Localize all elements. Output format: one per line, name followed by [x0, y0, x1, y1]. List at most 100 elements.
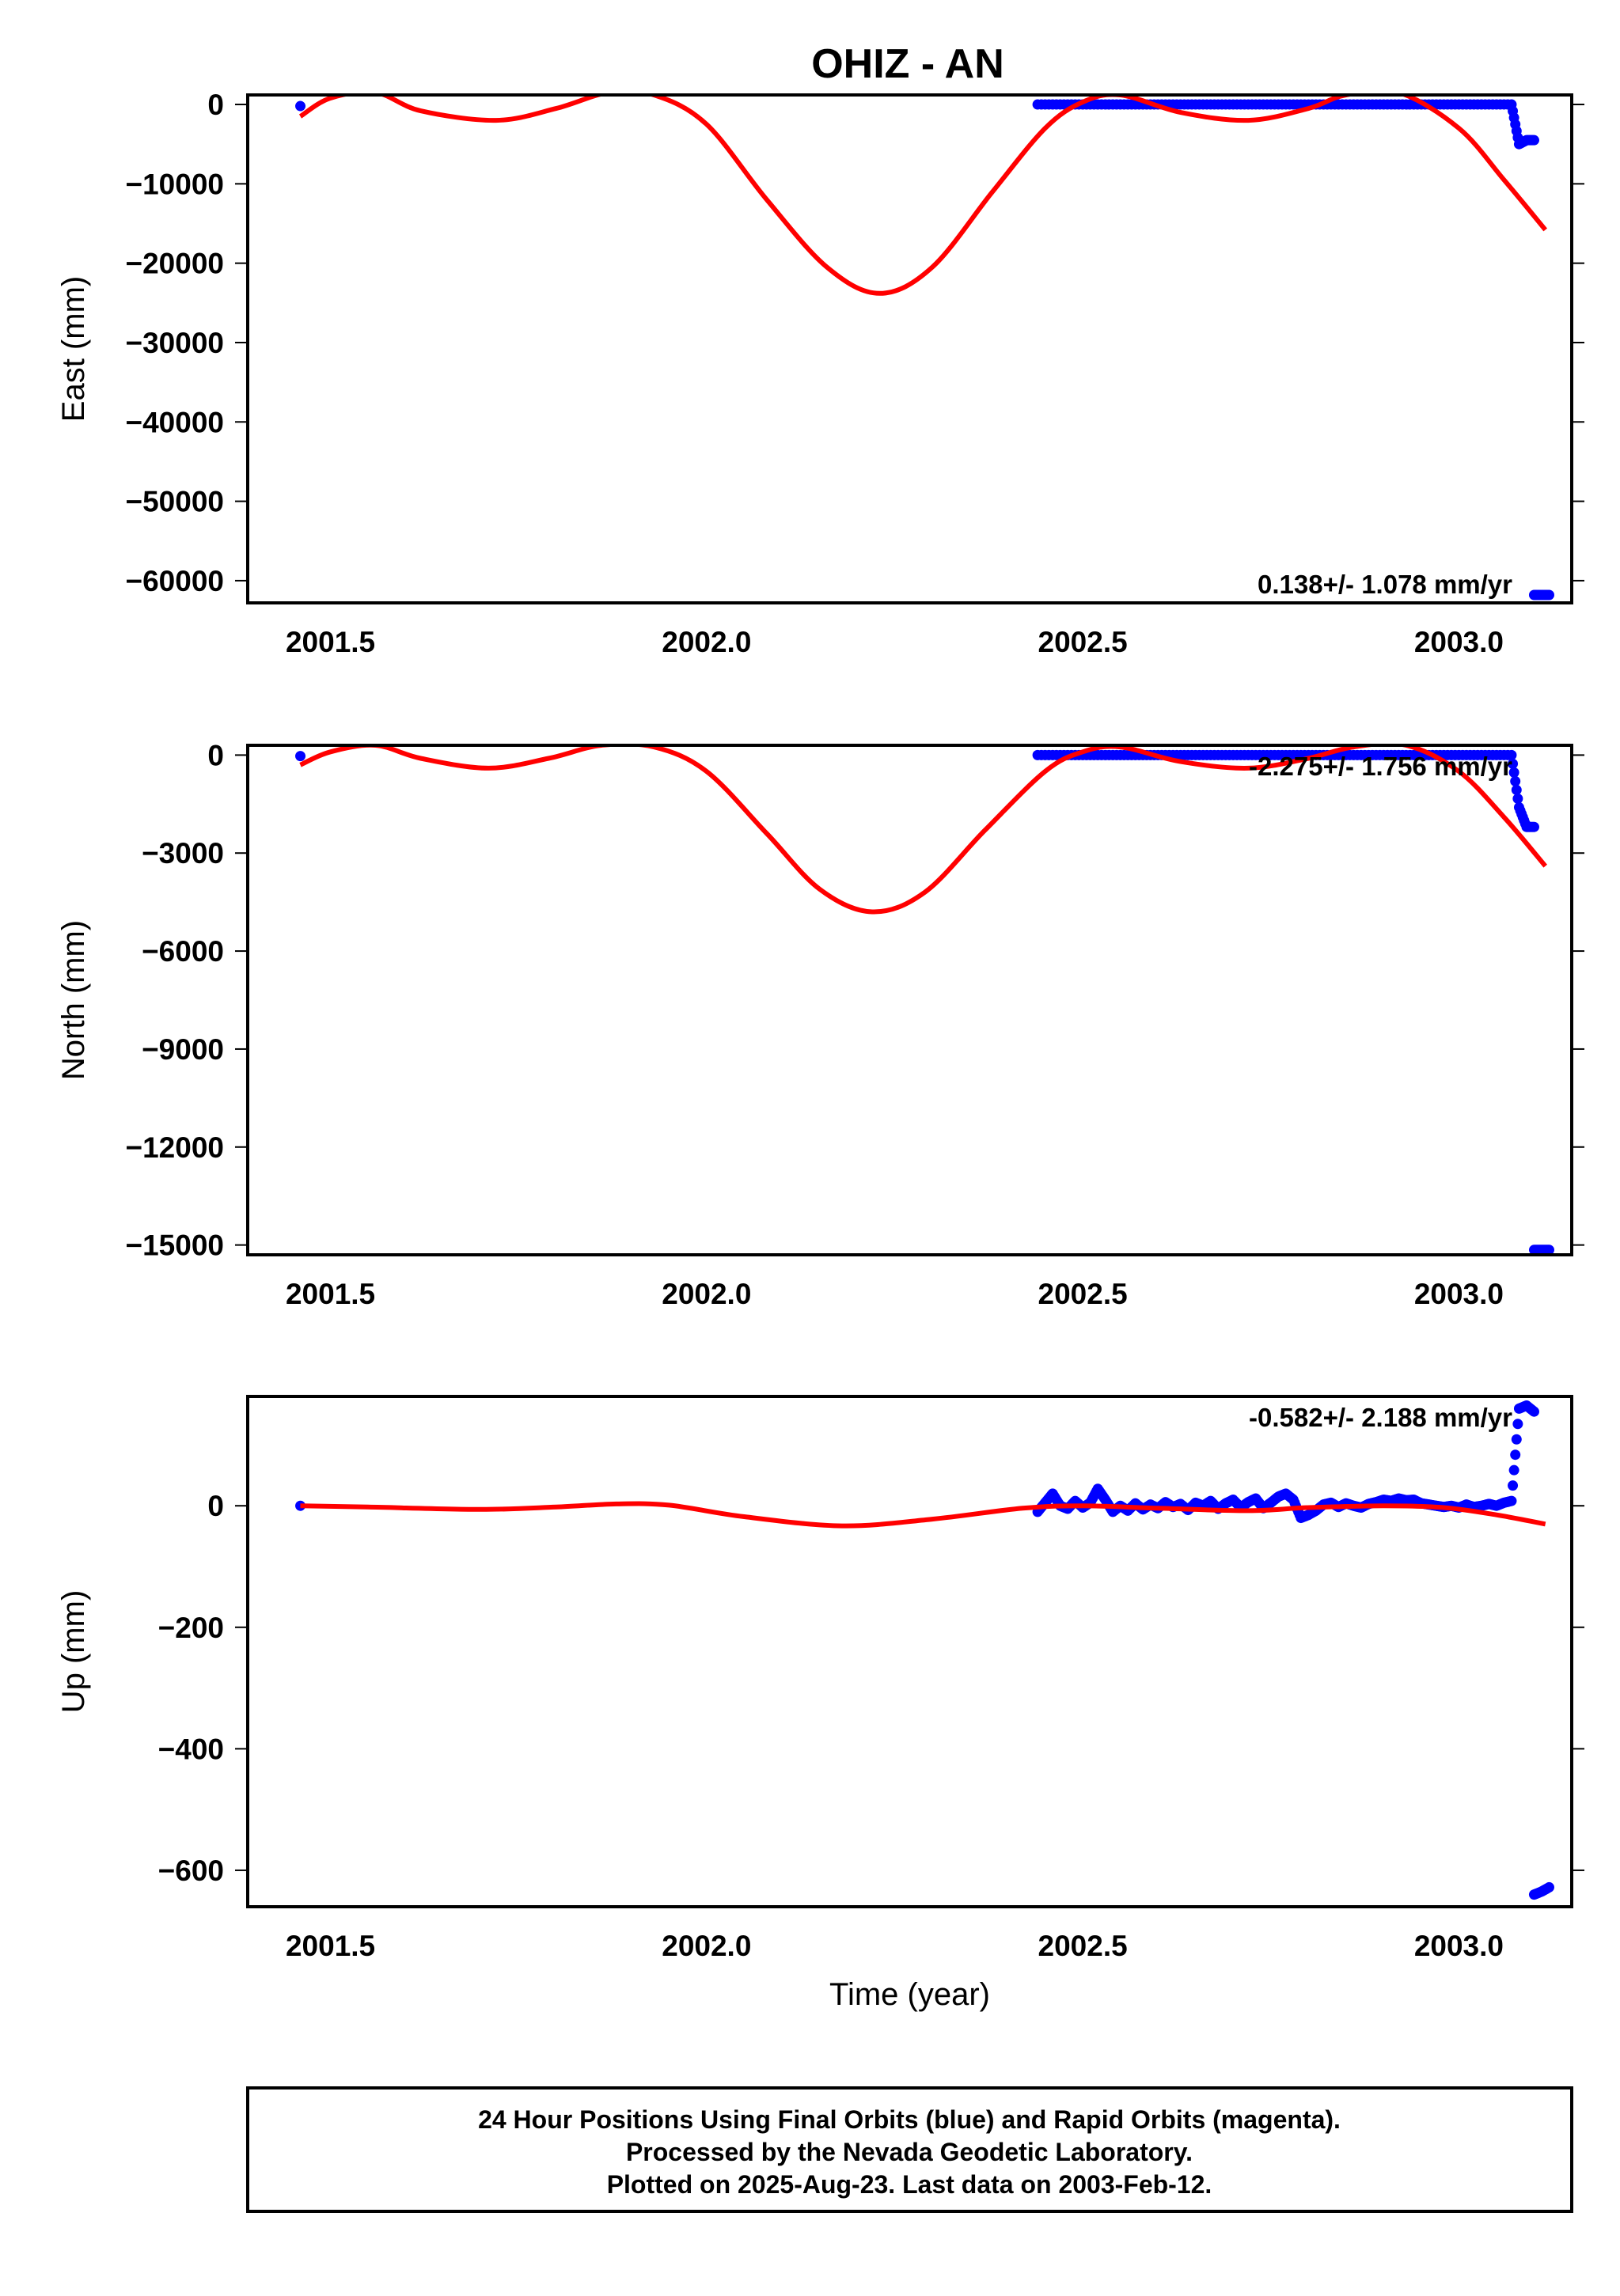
footer-line-1: 24 Hour Positions Using Final Orbits (bl… [478, 2105, 1341, 2134]
data-point [1345, 749, 1356, 760]
data-point [1208, 99, 1220, 110]
data-point [1527, 821, 1538, 832]
y-tick-label: −30000 [126, 327, 225, 359]
data-point [1527, 135, 1538, 146]
footer-box: 24 Hour Positions Using Final Orbits (bl… [246, 2086, 1573, 2213]
x-tick-label: 2002.5 [1038, 626, 1128, 658]
data-point [1502, 749, 1513, 760]
data-point [1051, 99, 1062, 110]
velocity-annotation: -0.582+/- 2.188 mm/yr [1249, 1403, 1512, 1432]
data-point [1510, 1449, 1521, 1461]
data-point [1510, 775, 1521, 786]
data-point [1231, 99, 1243, 110]
data-point [1254, 99, 1265, 110]
data-point [1208, 749, 1220, 760]
x-tick-label: 2003.0 [1414, 1278, 1504, 1310]
data-point [1118, 99, 1129, 110]
y-tick-label: −200 [158, 1612, 224, 1644]
footer-line-3: Plotted on 2025-Aug-23. Last data on 200… [607, 2170, 1212, 2199]
data-point [1412, 749, 1423, 760]
y-tick-label: −400 [158, 1733, 224, 1765]
data-point [1186, 749, 1197, 760]
data-point [1096, 749, 1107, 760]
x-tick-label: 2001.5 [286, 1278, 375, 1310]
y-tick-label: −40000 [126, 406, 225, 438]
plot-frame [246, 744, 1573, 1256]
velocity-annotation: 0.138+/- 1.078 mm/yr [1258, 570, 1512, 599]
x-tick-label: 2003.0 [1414, 1930, 1504, 1962]
data-point [1457, 99, 1468, 110]
data-point [1186, 99, 1197, 110]
data-point [1508, 767, 1519, 778]
data-point [1508, 1464, 1519, 1476]
model-fit-curve [298, 95, 1548, 296]
data-point [1508, 758, 1519, 769]
chart-title: OHIZ - AN [811, 41, 1004, 87]
data-point [1542, 1882, 1554, 1893]
plot-area [295, 745, 1554, 1255]
y-axis-label: Up (mm) [56, 1590, 91, 1714]
data-point [1480, 99, 1491, 110]
y-axis-label: East (mm) [56, 276, 91, 422]
y-tick-label: −600 [158, 1855, 224, 1887]
up-panel: 2001.5 2002.0 2002.5 2003.0 0 −200 −400 −600 Up … [56, 1395, 1584, 2012]
data-point [1367, 749, 1378, 760]
data-point [295, 100, 306, 112]
x-tick-label: 2002.0 [662, 1278, 751, 1310]
x-tick-label: 2002.0 [662, 1930, 751, 1962]
x-tick-label: 2003.0 [1414, 626, 1504, 658]
plot-frame [246, 1395, 1573, 1908]
y-tick-label: −15000 [126, 1229, 225, 1262]
y-tick-label: −6000 [142, 935, 224, 968]
plot-area [295, 1400, 1554, 1900]
y-tick-label: 0 [207, 739, 224, 771]
data-point [1435, 99, 1446, 110]
y-tick-label: −9000 [142, 1033, 224, 1066]
data-point [1457, 749, 1468, 760]
north-panel: 2001.5 2002.0 2002.5 2003.0 0 −3000 −6000 −9000… [56, 739, 1584, 1310]
data-point [1512, 793, 1523, 804]
data-point [1504, 1495, 1516, 1506]
data-point [1480, 749, 1491, 760]
y-tick-label: −20000 [126, 248, 225, 280]
footer-line-2: Processed by the Nevada Geodetic Laborat… [626, 2138, 1193, 2166]
data-point [1390, 99, 1401, 110]
data-point [1512, 1419, 1523, 1430]
data-point [1096, 99, 1107, 110]
y-tick-label: 0 [207, 89, 224, 121]
y-tick-label: −50000 [126, 486, 225, 518]
data-point [1051, 749, 1062, 760]
plot-area [295, 95, 1554, 601]
model-fit-curve [300, 1501, 1546, 1529]
data-point [1277, 749, 1288, 760]
data-point [1231, 749, 1243, 760]
x-axis-label: Time (year) [829, 1977, 990, 2012]
y-tick-label: −12000 [126, 1131, 225, 1164]
y-tick-label: −60000 [126, 565, 225, 597]
x-tick-label: 2002.5 [1038, 1278, 1128, 1310]
y-tick-label: −10000 [126, 168, 225, 200]
data-point [1511, 784, 1522, 795]
velocity-annotation: -2.275+/- 1.756 mm/yr [1249, 752, 1512, 781]
data-point [295, 751, 306, 762]
x-tick-label: 2002.0 [662, 626, 751, 658]
data-point [1542, 1245, 1554, 1255]
data-point [1511, 1434, 1522, 1445]
data-point [1542, 589, 1554, 601]
data-point [1254, 749, 1265, 760]
x-tick-label: 2002.5 [1038, 1930, 1128, 1962]
y-axis-label: North (mm) [56, 920, 91, 1080]
east-panel: 2001.5 2002.0 2002.5 2003.0 0 −10000 −20000 −30… [56, 89, 1584, 658]
data-point [1367, 99, 1378, 110]
x-tick-label: 2001.5 [286, 626, 375, 658]
y-tick-label: −3000 [142, 837, 224, 870]
data-point [1277, 99, 1288, 110]
footer-frame [246, 2086, 1573, 2213]
data-point [1118, 749, 1129, 760]
data-point [1527, 1405, 1538, 1416]
data-point [1508, 1480, 1519, 1491]
x-tick-label: 2001.5 [286, 1930, 375, 1962]
data-point [1345, 99, 1356, 110]
y-tick-label: 0 [207, 1490, 224, 1522]
